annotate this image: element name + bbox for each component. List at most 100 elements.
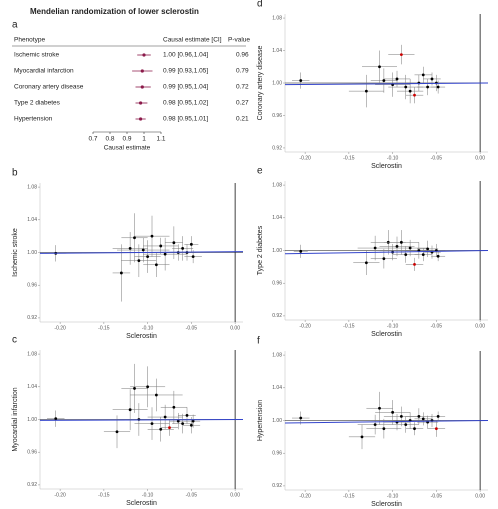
fit-line bbox=[284, 250, 489, 255]
y-tick-label: 1.00 bbox=[272, 418, 282, 424]
point bbox=[426, 247, 430, 251]
x-tick-label: 1.1 bbox=[156, 136, 165, 143]
y-tick-label: 1.08 bbox=[272, 352, 282, 358]
x-tick-label: 0.00 bbox=[230, 325, 240, 331]
p-value: 0.79 bbox=[236, 68, 249, 75]
x-tick-label: -0.20 bbox=[54, 325, 66, 331]
x-tick-label: -0.10 bbox=[387, 493, 399, 499]
y-tick-label: 0.96 bbox=[27, 283, 37, 289]
x-tick-label: -0.15 bbox=[343, 155, 355, 161]
point bbox=[299, 79, 303, 82]
point bbox=[133, 387, 136, 390]
point bbox=[150, 234, 154, 238]
y-tick-label: 1.08 bbox=[272, 182, 282, 188]
point bbox=[133, 236, 136, 240]
point bbox=[378, 65, 381, 69]
point bbox=[54, 417, 58, 421]
point bbox=[421, 417, 425, 421]
x-tick-label: -0.10 bbox=[142, 325, 154, 331]
point bbox=[137, 259, 141, 263]
y-tick-label: 1.00 bbox=[272, 248, 282, 254]
x-tick-label: -0.05 bbox=[186, 492, 198, 498]
panel-label: e bbox=[257, 166, 263, 177]
estimate-label: 0.99 [0.93,1.05] bbox=[163, 68, 208, 75]
point bbox=[128, 408, 132, 412]
fit-line bbox=[284, 82, 489, 86]
y-tick-label: 0.92 bbox=[27, 482, 37, 488]
x-tick-label: -0.15 bbox=[343, 323, 355, 329]
point bbox=[399, 240, 403, 244]
estimate-point bbox=[140, 69, 144, 73]
chart-title: Mendelian randomization of lower scleros… bbox=[30, 7, 199, 16]
point bbox=[399, 53, 403, 56]
row-label: Type 2 diabetes bbox=[14, 100, 61, 107]
point bbox=[141, 248, 145, 252]
point bbox=[378, 406, 381, 410]
point bbox=[404, 253, 408, 256]
point bbox=[436, 85, 440, 89]
point bbox=[430, 77, 434, 81]
y-tick-label: 0.92 bbox=[272, 483, 282, 489]
column-header: P-value bbox=[228, 37, 250, 44]
point bbox=[382, 427, 386, 431]
point bbox=[176, 419, 180, 423]
point bbox=[128, 247, 132, 250]
point bbox=[436, 254, 440, 258]
y-tick-label: 1.00 bbox=[27, 417, 37, 423]
x-tick-label: -0.20 bbox=[54, 492, 66, 498]
row-label: Hypertension bbox=[14, 116, 53, 123]
point bbox=[364, 261, 368, 265]
x-tick-label: -0.20 bbox=[299, 493, 311, 499]
y-tick-label: 1.04 bbox=[272, 48, 282, 54]
x-tick-label: 0.00 bbox=[230, 492, 240, 498]
x-tick-label: -0.20 bbox=[299, 155, 311, 161]
point bbox=[413, 427, 416, 431]
x-axis-label: Sclerostin bbox=[126, 500, 157, 507]
point bbox=[395, 77, 399, 81]
point bbox=[373, 423, 377, 426]
point bbox=[399, 415, 403, 418]
x-tick-label: 0.8 bbox=[105, 136, 114, 143]
point bbox=[191, 255, 195, 258]
point bbox=[373, 246, 377, 250]
estimate-point bbox=[142, 53, 146, 57]
y-tick-label: 1.04 bbox=[27, 384, 37, 390]
point bbox=[299, 249, 303, 253]
point bbox=[168, 426, 171, 430]
point bbox=[159, 427, 163, 431]
x-tick-label: 0.7 bbox=[88, 136, 97, 143]
y-tick-label: 1.08 bbox=[27, 184, 37, 190]
x-tick-label: -0.05 bbox=[431, 493, 443, 499]
point bbox=[391, 410, 395, 414]
p-value: 0.96 bbox=[236, 52, 249, 59]
point bbox=[413, 93, 416, 97]
point bbox=[146, 385, 150, 389]
estimate-label: 0.98 [0.95,1.01] bbox=[163, 116, 208, 123]
panel-label: f bbox=[257, 336, 260, 347]
y-tick-label: 1.08 bbox=[272, 15, 282, 21]
x-tick-label: -0.15 bbox=[98, 492, 110, 498]
point bbox=[163, 415, 167, 419]
y-axis-label: Myocardial infarction bbox=[12, 387, 19, 451]
point bbox=[119, 271, 123, 275]
panel-label: a bbox=[12, 20, 18, 31]
x-axis-label: Sclerostin bbox=[371, 331, 402, 338]
point bbox=[421, 253, 425, 256]
y-axis-label: Type 2 diabetes bbox=[257, 225, 264, 275]
x-tick-label: -0.05 bbox=[186, 325, 198, 331]
y-tick-label: 0.92 bbox=[272, 145, 282, 151]
x-tick-label: -0.10 bbox=[387, 155, 399, 161]
point bbox=[154, 263, 158, 267]
x-tick-label: 1 bbox=[142, 136, 146, 143]
point bbox=[181, 247, 185, 250]
point bbox=[150, 422, 154, 425]
estimate-label: 1.00 [0.96,1.04] bbox=[163, 52, 208, 59]
point bbox=[299, 416, 303, 420]
x-axis-label: Causal estimate bbox=[104, 145, 151, 152]
y-axis-label: Hypertension bbox=[257, 400, 264, 441]
panel-label: b bbox=[12, 168, 18, 179]
point bbox=[404, 85, 408, 89]
y-tick-label: 0.96 bbox=[272, 281, 282, 287]
point bbox=[146, 255, 150, 258]
point bbox=[408, 246, 412, 250]
